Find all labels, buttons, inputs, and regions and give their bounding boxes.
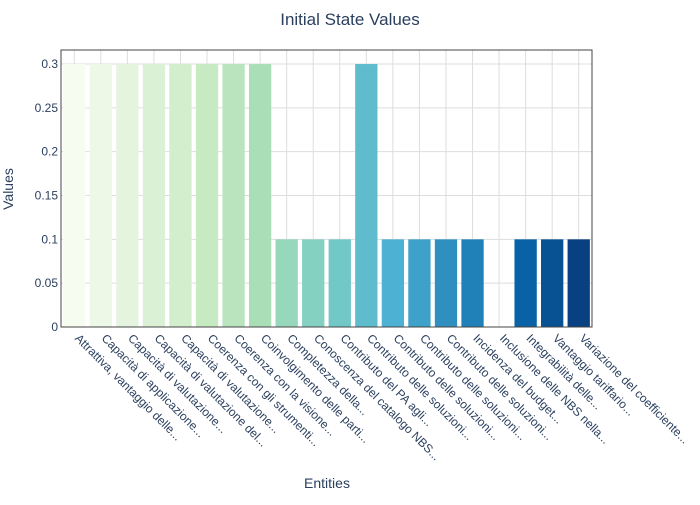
bar — [302, 239, 325, 327]
x-axis-label: Entities — [304, 475, 350, 491]
bar — [248, 64, 272, 327]
y-axis-label: Values — [0, 168, 16, 210]
bar — [222, 64, 245, 327]
bar — [355, 64, 378, 327]
bar — [275, 239, 298, 327]
plot-frame — [60, 49, 593, 328]
bar — [514, 239, 537, 327]
y-tick-label: 0 — [51, 320, 58, 334]
bar — [63, 64, 86, 327]
y-tick-label: 0.05 — [35, 276, 59, 290]
bar — [461, 239, 484, 327]
bar — [381, 239, 405, 327]
bar — [434, 239, 458, 327]
bar — [408, 239, 431, 327]
bar — [89, 64, 112, 327]
bar — [541, 239, 564, 327]
bar — [328, 239, 351, 327]
y-tick-label: 0.15 — [35, 189, 59, 203]
bar — [142, 64, 166, 327]
y-tick-label: 0.2 — [41, 145, 58, 159]
bar — [195, 64, 219, 327]
bar — [169, 64, 192, 327]
y-tick-label: 0.25 — [35, 101, 59, 115]
y-tick-label: 0.3 — [41, 57, 58, 71]
chart-title: Initial State Values — [280, 10, 420, 29]
bar — [567, 239, 590, 327]
bar — [116, 64, 139, 327]
y-tick-label: 0.1 — [41, 232, 58, 246]
